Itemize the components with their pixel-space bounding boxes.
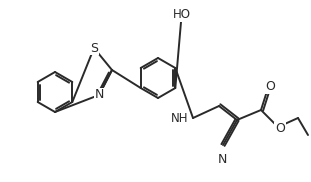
Text: O: O — [265, 80, 275, 94]
Text: O: O — [275, 122, 285, 136]
Text: NH: NH — [170, 112, 188, 126]
Text: N: N — [94, 88, 104, 102]
Text: N: N — [217, 153, 227, 166]
Text: S: S — [90, 41, 98, 54]
Text: HO: HO — [173, 8, 191, 21]
